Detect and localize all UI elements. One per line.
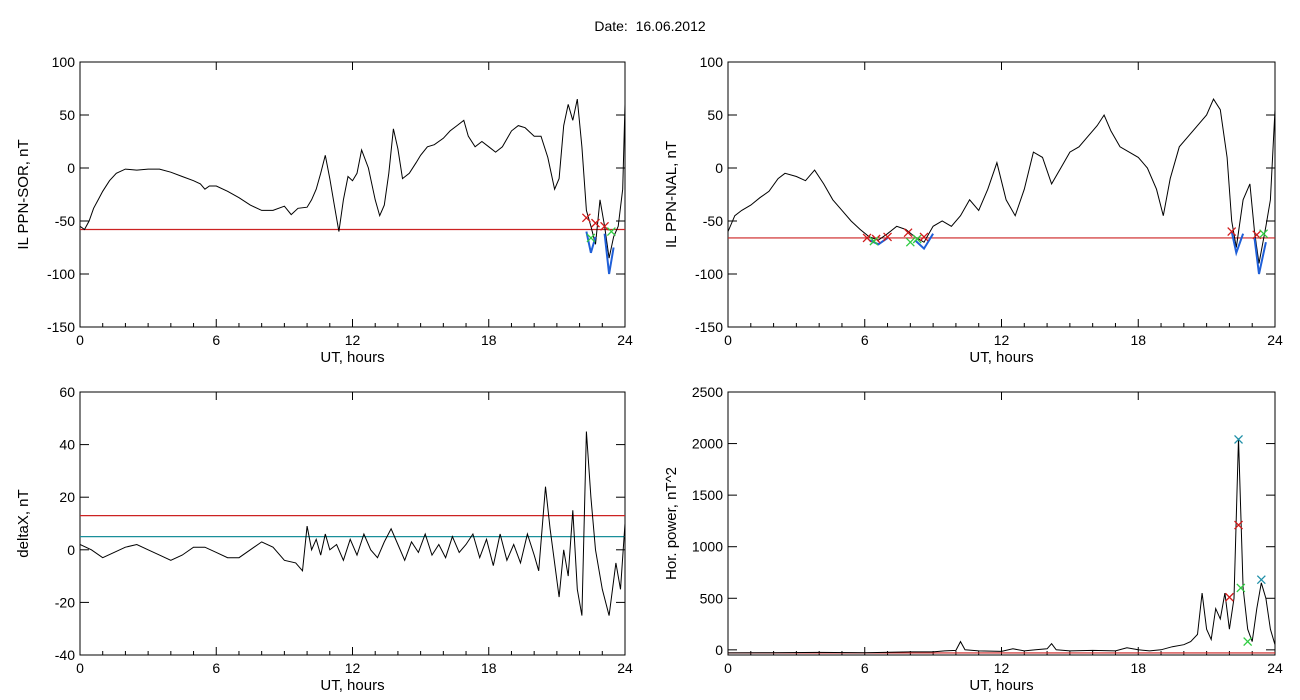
series-line [80,98,625,259]
x-tick-label: 12 [345,660,361,676]
event-marker [1259,229,1269,239]
y-tick-label: 1500 [692,487,723,503]
event-segment [1230,231,1245,257]
chart-hor-power: 0 6 12 18 24 2500 2000 1500 1000 500 0 UT, hours Hor… [663,384,1283,694]
y-tick-label: -40 [55,647,75,663]
x-tick-label: 24 [1267,660,1283,676]
x-axis-label: UT, hours [320,349,384,366]
x-tick-label: 12 [994,332,1010,348]
series-line [728,98,1275,264]
x-axis-label: UT, hours [969,349,1033,366]
x-tick-label: 6 [861,332,869,348]
y-tick-label: 100 [700,54,724,70]
event-marker [606,227,616,237]
y-tick-label: 0 [715,642,723,658]
y-tick-label: 100 [52,54,76,70]
x-tick-label: 18 [1130,660,1146,676]
event-marker [862,233,872,243]
y-tick-label: 40 [59,437,75,453]
event-marker [883,232,893,242]
plot-frame [727,391,1276,656]
y-tick-label: 0 [67,542,75,558]
x-tick-label: 24 [617,332,633,348]
y-tick-label: -50 [55,213,75,229]
y-tick-label: 0 [67,160,75,176]
chart-deltax: 0 6 12 18 24 60 40 20 0 -20 -40 UT, hours deltaX, nT [15,384,633,694]
x-axis-label: UT, hours [969,677,1033,694]
event-segment [603,233,615,275]
event-marker [586,233,596,243]
event-segment [914,233,934,251]
event-marker [581,213,591,223]
plot-frame [727,61,1276,328]
y-tick-label: -100 [695,266,723,282]
event-marker [1234,520,1243,530]
y-tick-label: 50 [707,107,723,123]
series-line [80,431,625,616]
y-axis-label: IL PPN-SOR, nT [15,139,32,249]
event-marker [1224,592,1234,602]
x-tick-label: 6 [861,660,869,676]
event-marker [912,234,922,244]
y-tick-label: -150 [695,319,723,335]
x-tick-label: 18 [1130,332,1146,348]
y-tick-label: -20 [55,594,75,610]
x-tick-label: 6 [212,332,220,348]
event-marker [1243,637,1253,647]
x-tick-label: 0 [724,332,732,348]
event-marker [1256,575,1266,585]
x-tick-label: 24 [617,660,633,676]
page-title: Date: 16.06.2012 [594,18,706,34]
y-tick-label: -50 [703,213,723,229]
y-tick-label: 2500 [692,384,723,400]
y-tick-label: 500 [700,590,724,606]
y-tick-label: 50 [59,107,75,123]
event-marker [591,218,600,228]
event-marker [1234,434,1243,444]
x-tick-label: 0 [76,332,84,348]
event-marker [869,236,879,246]
event-marker [1227,227,1237,237]
x-tick-label: 0 [724,660,732,676]
x-tick-label: 6 [212,660,220,676]
y-tick-label: 1000 [692,539,723,555]
series-line [728,438,1275,654]
x-tick-label: 12 [994,660,1010,676]
y-tick-label: 60 [59,384,75,400]
plot-frame [79,391,626,656]
event-segment [585,231,597,254]
y-axis-label: IL PPN-NAL, nT [663,141,680,248]
event-marker [600,221,610,231]
event-marker [1236,583,1246,593]
event-marker [905,237,915,247]
x-tick-label: 18 [481,660,497,676]
y-tick-label: -100 [47,266,75,282]
y-tick-label: 2000 [692,436,723,452]
y-axis-label: Hor. power, nT^2 [663,467,680,580]
chart-ppn-sor: 0 6 12 18 24 100 50 0 -50 -100 -150 UT, hours IL PPN… [15,54,633,366]
plot-frame [79,61,626,328]
event-segment [1253,237,1267,275]
chart-ppn-nal: 0 6 12 18 24 100 50 0 -50 -100 -150 UT, hours IL PPN… [663,54,1283,366]
y-tick-label: 20 [59,489,75,505]
x-axis-label: UT, hours [320,677,384,694]
event-marker [903,228,913,238]
x-tick-label: 0 [76,660,84,676]
y-tick-label: -150 [47,319,75,335]
y-axis-label: deltaX, nT [15,489,32,557]
x-tick-label: 12 [345,332,361,348]
event-marker [919,232,929,242]
y-tick-label: 0 [715,160,723,176]
x-tick-label: 18 [481,332,497,348]
x-tick-label: 24 [1267,332,1283,348]
